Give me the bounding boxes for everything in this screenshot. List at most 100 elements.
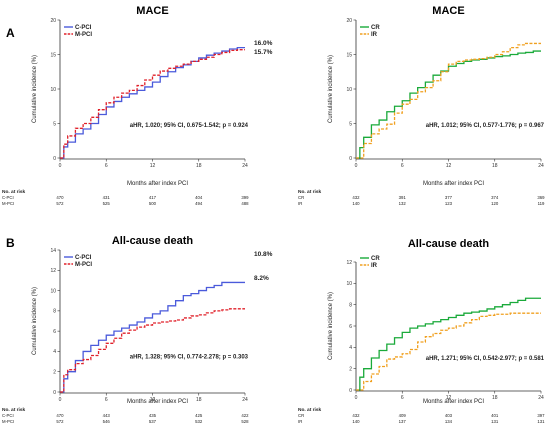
chart-3-risk-group-label: M-PCI xyxy=(2,419,14,424)
chart-4-risk-value: 397 xyxy=(537,413,545,418)
chart-4-y-tick-label: 0 xyxy=(349,388,352,394)
chart-4-series-cr-line xyxy=(356,297,541,391)
chart-4-risk-value: 409 xyxy=(399,413,407,418)
chart-2-x-tick-label: 6 xyxy=(401,163,404,169)
chart-4-x-tick-label: 12 xyxy=(446,395,452,401)
chart-4-legend-ir-label: IR xyxy=(371,263,378,269)
chart-2-risk-value: 391 xyxy=(399,195,407,200)
chart-2-risk-value: 432 xyxy=(352,195,360,200)
chart-3-risk-value: 443 xyxy=(103,413,111,418)
chart-3-y-tick-label: 0 xyxy=(53,390,56,396)
chart-4-risk-value: 401 xyxy=(491,413,499,418)
chart-3-x-tick-label: 12 xyxy=(150,397,156,403)
chart-1-series-c-pci-line xyxy=(60,46,245,159)
chart-3-y-tick-label: 6 xyxy=(53,329,56,335)
chart-4-y-tick-label: 12 xyxy=(346,260,352,266)
chart-3-risk-value: 546 xyxy=(103,419,111,424)
chart-3-y-tick-label: 12 xyxy=(50,268,56,274)
chart-1-y-tick-label: 20 xyxy=(50,18,56,24)
chart-3-y-tick-label: 4 xyxy=(53,349,56,355)
chart-2-x-tick-label: 24 xyxy=(538,163,544,169)
chart-2-y-tick-label: 15 xyxy=(346,52,352,58)
chart-1-x-axis-label: Months after index PCI xyxy=(127,181,188,187)
chart-4-risk-value: 432 xyxy=(352,413,360,418)
chart-2-y-tick-label: 5 xyxy=(349,121,352,127)
chart-2-legend-cr-label: CR xyxy=(371,25,380,31)
chart-3-series-m-pci-end-label: 8.2% xyxy=(254,275,269,282)
chart-3-risk-value: 528 xyxy=(241,419,249,424)
chart-1-series-m-pci-line xyxy=(60,49,245,159)
chart-2-title: MACE xyxy=(432,5,464,17)
chart-1-risk-value: 399 xyxy=(241,195,249,200)
chart-2-y-tick-label: 20 xyxy=(346,18,352,24)
chart-4-x-tick-label: 0 xyxy=(355,395,358,401)
chart-2-y-axis-label: Cumulative incidence (%) xyxy=(328,55,334,123)
chart-3-series-m-pci-line xyxy=(60,308,245,393)
chart-2-risk-value: 374 xyxy=(491,195,499,200)
chart-1-y-tick-label: 5 xyxy=(53,121,56,127)
chart-1-risk-value: 525 xyxy=(103,201,111,206)
chart-1-y-tick-label: 15 xyxy=(50,52,56,58)
chart-1-annotation: aHR, 1.020; 95% CI, 0.675-1.542; p = 0.9… xyxy=(130,123,249,129)
chart-3-x-axis-label: Months after index PCI xyxy=(127,399,188,405)
chart-2-x-axis-label: Months after index PCI xyxy=(423,181,484,187)
chart-1-risk-value: 494 xyxy=(195,201,203,206)
chart-4-risk-group-label: IR xyxy=(298,419,302,424)
chart-3-title: All-cause death xyxy=(112,235,194,247)
chart-2-risk-value: 120 xyxy=(491,201,499,206)
chart-4-title: All-cause death xyxy=(408,238,490,250)
chart-3-risk-header: No. at risk xyxy=(2,407,26,413)
chart-2-x-tick-label: 12 xyxy=(446,163,452,169)
chart-1-x-tick-label: 18 xyxy=(196,163,202,169)
chart-2-y-tick-label: 10 xyxy=(346,87,352,93)
chart-4-risk-value: 137 xyxy=(399,419,407,424)
chart-3-y-tick-label: 8 xyxy=(53,309,56,315)
chart-1-legend-c-pci-label: C-PCI xyxy=(75,25,92,31)
chart-1-risk-value: 500 xyxy=(149,201,157,206)
chart-2-risk-value: 377 xyxy=(445,195,453,200)
chart-3-risk-value: 470 xyxy=(56,413,64,418)
chart-4-x-tick-label: 18 xyxy=(492,395,498,401)
chart-1-x-tick-label: 0 xyxy=(59,163,62,169)
chart-3-y-tick-label: 10 xyxy=(50,288,56,294)
chart-3-x-tick-label: 0 xyxy=(59,397,62,403)
chart-2-risk-value: 119 xyxy=(538,201,545,206)
chart-3-x-tick-label: 18 xyxy=(196,397,202,403)
chart-1-risk-value: 470 xyxy=(56,195,64,200)
panel-label-a: A xyxy=(6,26,15,40)
chart-3-risk-value: 532 xyxy=(195,419,203,424)
chart-1-y-axis-label: Cumulative incidence (%) xyxy=(32,55,38,123)
chart-3-annotation: aHR, 1.328; 95% CI, 0.774-2.278; p = 0.3… xyxy=(130,355,249,361)
chart-3-risk-value: 425 xyxy=(195,413,203,418)
chart-1-risk-value: 572 xyxy=(56,201,64,206)
chart-1-series-c-pci-end-label: 16.0% xyxy=(254,40,273,47)
chart-2-risk-value: 123 xyxy=(445,201,453,206)
chart-3-y-tick-label: 14 xyxy=(50,248,56,254)
chart-4-y-tick-label: 8 xyxy=(349,302,352,308)
chart-3-legend-c-pci-label: C-PCI xyxy=(75,255,92,261)
chart-2-annotation: aHR, 1.012; 95% CI, 0.577-1.776; p = 0.9… xyxy=(426,123,545,129)
chart-3-risk-value: 435 xyxy=(149,413,157,418)
chart-4-y-axis-label: Cumulative incidence (%) xyxy=(328,292,334,360)
chart-2-legend-ir-label: IR xyxy=(371,32,378,38)
chart-4-risk-group-label: CR xyxy=(298,413,304,418)
chart-2-risk-group-label: IR xyxy=(298,201,302,206)
chart-2-risk-value: 132 xyxy=(399,201,407,206)
chart-2-series-ir-line xyxy=(356,42,541,159)
chart-4-legend-cr-label: CR xyxy=(371,256,380,262)
chart-1-risk-value: 417 xyxy=(149,195,157,200)
chart-4-series-ir-line xyxy=(356,312,541,391)
chart-4-annotation: aHR, 1.271; 95% CI, 0.542-2.977; p = 0.5… xyxy=(426,356,545,362)
panel-label-b: B xyxy=(6,236,15,250)
chart-1-series-m-pci-end-label: 15.7% xyxy=(254,49,273,56)
chart-2-risk-value: 369 xyxy=(537,195,545,200)
chart-3-risk-group-label: C-PCI xyxy=(2,413,14,418)
chart-3-series-c-pci-end-label: 10.8% xyxy=(254,251,273,258)
chart-2-risk-value: 140 xyxy=(352,201,360,206)
chart-3-y-axis-label: Cumulative incidence (%) xyxy=(32,287,38,355)
chart-2-series-cr-line xyxy=(356,50,541,159)
chart-4-x-tick-label: 24 xyxy=(538,395,544,401)
chart-3-risk-value: 572 xyxy=(56,419,64,424)
chart-1-x-tick-label: 6 xyxy=(105,163,108,169)
chart-3-y-tick-label: 2 xyxy=(53,370,56,376)
